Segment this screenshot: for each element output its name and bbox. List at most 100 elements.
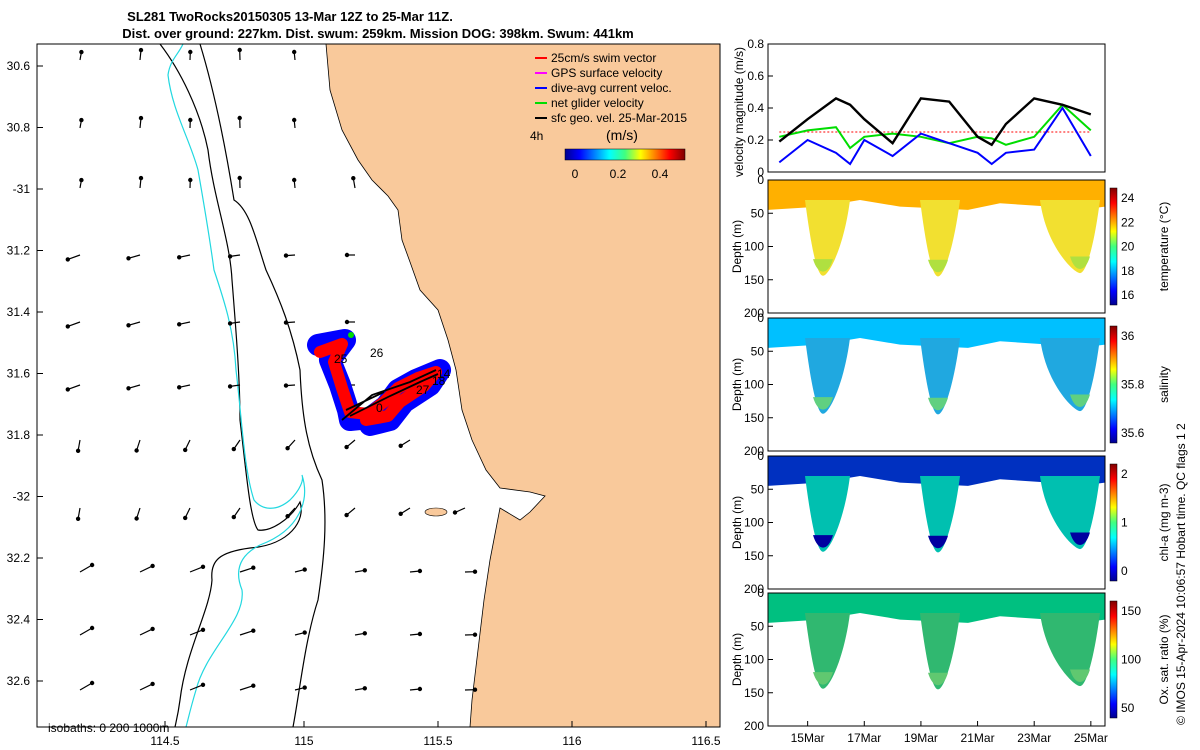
map-x-tick-label: 116.5 bbox=[691, 734, 720, 748]
section-y-tick-label: 200 bbox=[744, 306, 764, 320]
section-y-tick-label: 0 bbox=[757, 449, 764, 463]
section-dive-deep bbox=[928, 259, 948, 273]
glider-track: 25 26 14 18 27 0 bbox=[307, 329, 451, 436]
geo-arrow-head bbox=[302, 685, 307, 690]
figure-title-line1: SL281 TwoRocks20150305 13-Mar 12Z to 25-… bbox=[127, 9, 453, 24]
coastline bbox=[325, 44, 546, 727]
section-x-tick-label: 17Mar bbox=[847, 731, 881, 745]
geo-arrow-head bbox=[417, 686, 423, 692]
track-green-dot bbox=[348, 332, 354, 338]
track-net-line bbox=[341, 369, 439, 421]
geo-arrow-head bbox=[65, 257, 71, 262]
geo-arrow-shaft bbox=[239, 567, 254, 573]
geo-arrow-head bbox=[134, 448, 139, 453]
geo-arrow-head bbox=[302, 630, 307, 635]
section-colorbar-tick: 150 bbox=[1121, 604, 1141, 618]
section-dive-profile bbox=[1040, 475, 1100, 550]
geo-arrow-head bbox=[472, 687, 478, 692]
map-x-tick-label: 114.5 bbox=[150, 734, 179, 748]
section-panel-temperature: 0 50 100 150 200 Depth (m) 24 22 20 18 16 temperatu… bbox=[730, 173, 1171, 320]
section-colorbar-label: salinity bbox=[1157, 366, 1171, 403]
geo-arrow-head bbox=[292, 117, 297, 123]
map-y-ticks: 30.6 30.8 -31 31.2 31.4 31.6 31.8 -32 32.2 32.4 32… bbox=[7, 59, 43, 688]
geo-arrow-head bbox=[150, 681, 155, 687]
section-ylabel: Depth (m) bbox=[730, 220, 744, 273]
legend-label: dive-avg current veloc. bbox=[551, 81, 672, 95]
geo-arrow-head bbox=[65, 387, 71, 392]
map-y-tick-label: 31.2 bbox=[7, 244, 31, 258]
geo-arrow-head bbox=[285, 514, 290, 519]
section-y-tick-label: 200 bbox=[744, 582, 764, 596]
geo-arrow-head bbox=[176, 322, 182, 327]
map-y-tick-label: -32 bbox=[13, 490, 31, 504]
rottnest-island bbox=[424, 507, 448, 517]
geo-arrow-head bbox=[79, 177, 84, 183]
geo-arrow-head bbox=[231, 446, 236, 452]
colorbar-tick-1: 0.2 bbox=[610, 167, 627, 181]
geo-arrow-head bbox=[176, 385, 182, 390]
geo-arrow-shaft bbox=[189, 566, 204, 573]
geo-arrow-head bbox=[362, 568, 367, 573]
colorbar-tick-2: 0.4 bbox=[652, 167, 669, 181]
section-dive-profile bbox=[805, 199, 850, 276]
geo-arrow-head bbox=[89, 680, 95, 686]
section-surface-layer bbox=[768, 593, 1105, 623]
colorbar-title: (m/s) bbox=[606, 127, 638, 143]
section-x-tick-label: 15Mar bbox=[791, 731, 825, 745]
figure-title-line2: Dist. over ground: 227km. Dist. swum: 25… bbox=[122, 26, 634, 41]
geo-arrow-head bbox=[134, 516, 139, 521]
section-y-tick-label: 100 bbox=[744, 516, 764, 530]
section-colorbar-tick: 1 bbox=[1121, 516, 1128, 530]
geo-arrow-shaft bbox=[79, 564, 93, 573]
velocity-y-tick-label: 0.2 bbox=[747, 133, 764, 147]
geo-arrow-head bbox=[188, 117, 193, 123]
legend-label: GPS surface velocity bbox=[551, 66, 662, 80]
section-colorbar-label: temperature (°C) bbox=[1157, 202, 1171, 292]
section-colorbar-tick: 22 bbox=[1121, 215, 1135, 229]
geostrophic-arrows bbox=[65, 47, 478, 692]
section-colorbar-tick: 35.6 bbox=[1121, 426, 1145, 440]
geo-arrow-shaft bbox=[189, 629, 204, 636]
geo-arrow-head bbox=[200, 682, 206, 688]
geo-arrow-head bbox=[251, 683, 256, 688]
geo-arrow-head bbox=[472, 569, 478, 574]
geo-arrow-head bbox=[79, 117, 84, 123]
section-dive-deep bbox=[813, 535, 833, 548]
velocity-frame bbox=[767, 43, 1106, 173]
section-colorbar-tick: 20 bbox=[1121, 240, 1135, 254]
section-colorbar bbox=[1109, 600, 1118, 719]
section-panel-chla: 0 50 100 150 200 Depth (m) 2 1 0 chl-a (mg m-3) bbox=[730, 449, 1171, 596]
section-surface-layer bbox=[768, 456, 1105, 486]
geo-arrow-head bbox=[251, 628, 256, 633]
geo-arrow-head bbox=[200, 627, 206, 633]
map-y-tick-label: 30.6 bbox=[7, 59, 31, 73]
geo-arrow-head bbox=[452, 510, 458, 515]
section-y-tick-label: 200 bbox=[744, 444, 764, 458]
section-colorbar-tick: 0 bbox=[1121, 564, 1128, 578]
section-y-tick-label: 150 bbox=[744, 273, 764, 287]
section-dive-deep bbox=[928, 672, 948, 686]
section-dive-profile bbox=[805, 337, 850, 414]
section-y-tick-label: 50 bbox=[751, 344, 765, 358]
geo-arrow-head bbox=[292, 49, 297, 55]
geo-arrow-head bbox=[138, 175, 144, 181]
map-y-tick-label: 32.6 bbox=[7, 674, 31, 688]
section-dive-profile bbox=[805, 612, 850, 689]
geo-arrow-head bbox=[283, 253, 289, 258]
section-colorbar-label: chl-a (mg m-3) bbox=[1157, 483, 1171, 561]
section-dive-profile bbox=[1040, 199, 1100, 274]
geo-arrow-head bbox=[89, 562, 95, 568]
map-panel: 25 26 14 18 27 0 114.5 115 115.5 116 116.5 3… bbox=[7, 43, 721, 748]
geo-arrow-head bbox=[231, 514, 236, 520]
land-mask bbox=[326, 44, 720, 727]
section-ylabel: Depth (m) bbox=[730, 633, 744, 686]
geo-arrow-head bbox=[344, 252, 350, 258]
section-colorbar bbox=[1109, 187, 1118, 306]
geo-arrow-shaft bbox=[139, 565, 153, 573]
map-y-tick-label: 31.8 bbox=[7, 428, 31, 442]
section-y-tick-label: 50 bbox=[751, 482, 765, 496]
section-dive-deep bbox=[1070, 394, 1090, 407]
section-y-tick-label: 100 bbox=[744, 240, 764, 254]
section-dive-profile bbox=[805, 475, 850, 552]
